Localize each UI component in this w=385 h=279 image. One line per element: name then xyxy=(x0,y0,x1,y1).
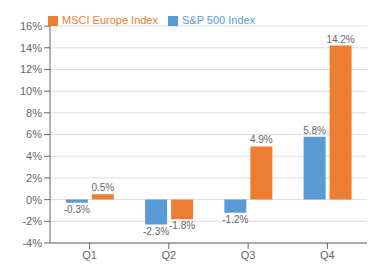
svg-text:-0.3%: -0.3% xyxy=(64,204,90,215)
svg-text:14.2%: 14.2% xyxy=(326,34,354,45)
svg-text:16%: 16% xyxy=(20,20,42,32)
svg-text:-1.2%: -1.2% xyxy=(222,214,248,225)
svg-text:0.5%: 0.5% xyxy=(91,182,114,193)
svg-text:4.9%: 4.9% xyxy=(250,134,273,145)
svg-text:Q1: Q1 xyxy=(82,249,97,261)
svg-text:2%: 2% xyxy=(26,172,42,184)
svg-text:8%: 8% xyxy=(26,107,42,119)
svg-text:Q3: Q3 xyxy=(241,249,256,261)
svg-text:-2%: -2% xyxy=(22,215,42,227)
svg-text:-2.3%: -2.3% xyxy=(143,226,169,237)
svg-text:14%: 14% xyxy=(20,42,42,54)
svg-text:4%: 4% xyxy=(26,150,42,162)
svg-text:-4%: -4% xyxy=(22,237,42,249)
svg-text:Q4: Q4 xyxy=(320,249,335,261)
svg-text:5.8%: 5.8% xyxy=(303,125,326,136)
svg-text:Q2: Q2 xyxy=(162,249,177,261)
svg-text:12%: 12% xyxy=(20,63,42,75)
html-text:S&P 500 Index: S&P 500 Index xyxy=(182,14,256,26)
html-text:MSCI Europe Index: MSCI Europe Index xyxy=(62,14,158,26)
svg-text:0%: 0% xyxy=(26,194,42,206)
svg-text:-1.8%: -1.8% xyxy=(169,220,195,231)
svg-text:6%: 6% xyxy=(26,128,42,140)
svg-text:10%: 10% xyxy=(20,85,42,97)
